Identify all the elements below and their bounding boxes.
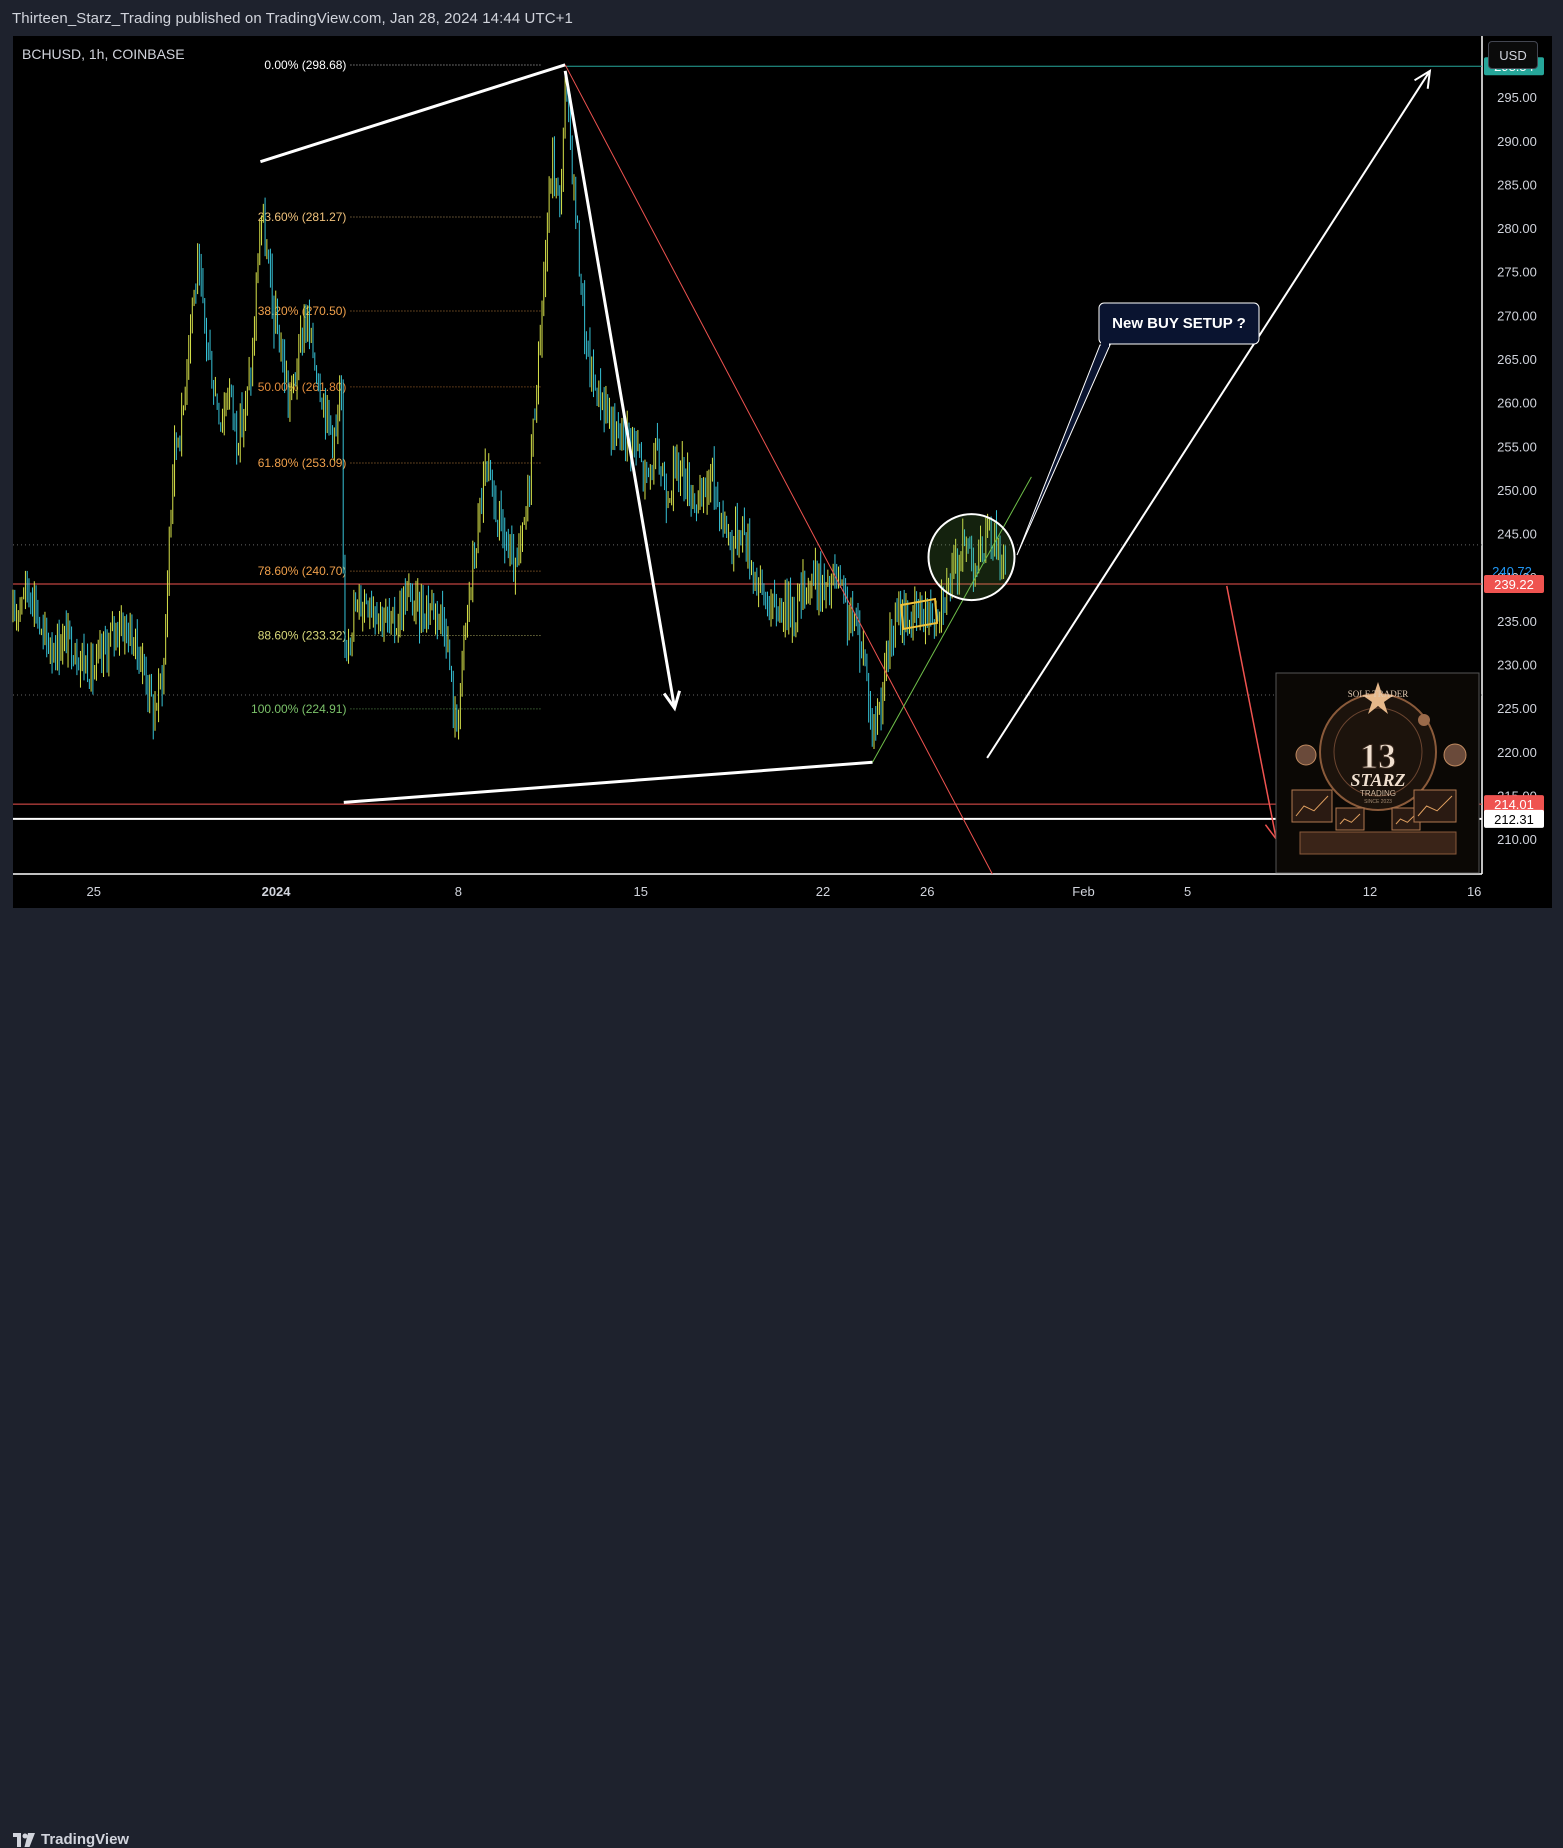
- y-tick-17: 295.00: [1497, 90, 1537, 105]
- y-tick-12: 270.00: [1497, 308, 1537, 323]
- x-tick-2: 8: [455, 884, 462, 899]
- x-tick-6: Feb: [1072, 884, 1094, 899]
- up-arrow-head: [1414, 68, 1432, 89]
- fib-label-3: 50.00% (261.80): [258, 380, 347, 394]
- x-tick-8: 12: [1363, 884, 1377, 899]
- monitor-graph-0: [1295, 795, 1329, 817]
- callout-text: New BUY SETUP ?: [1112, 315, 1246, 332]
- candles: [12, 71, 1006, 749]
- setup-circle: [927, 513, 1016, 602]
- x-tick-3: 15: [633, 884, 647, 899]
- y-tick-13: 275.00: [1497, 265, 1537, 280]
- fib-label-4: 61.80% (253.09): [258, 456, 347, 470]
- y-tick-7: 245.00: [1497, 527, 1537, 542]
- fib-label-6: 88.60% (233.32): [258, 629, 347, 643]
- x-tick-0: 25: [87, 884, 101, 899]
- grid-lines: [13, 544, 1482, 696]
- planet-right-icon: [1443, 743, 1467, 767]
- x-tick-5: 26: [920, 884, 934, 899]
- down-arrow: [563, 70, 677, 709]
- fib-retracement: 0.00% (298.68) 23.60% (281.27) 38.20% (270…: [251, 58, 542, 716]
- logo-number: 13: [1360, 736, 1396, 776]
- logo-since: SINCE 2023: [1364, 799, 1392, 805]
- logo-inner-ring: [1333, 707, 1423, 797]
- fib-label-7: 100.00% (224.91): [251, 702, 346, 716]
- price-badge-text-3: 214.01: [1494, 797, 1534, 812]
- tradingview-brand: TradingView: [41, 1831, 130, 1848]
- monitor-graph-1: [1339, 813, 1361, 825]
- y-tick-15: 285.00: [1497, 177, 1537, 192]
- plot-area: [13, 36, 1482, 874]
- horizontal-levels: [13, 65, 1482, 820]
- tradingview-logo[interactable]: TradingView: [13, 1831, 129, 1848]
- y-tick-14: 280.00: [1497, 221, 1537, 236]
- y-tick-2: 220.00: [1497, 745, 1537, 760]
- x-tick-4: 22: [816, 884, 830, 899]
- time-axis[interactable]: [13, 874, 1552, 908]
- price-chart[interactable]: 0.00% (298.68) 23.60% (281.27) 38.20% (270…: [0, 0, 1563, 953]
- price-axis[interactable]: [1482, 36, 1552, 874]
- megaphone-lower-line: [343, 760, 873, 804]
- bull-flag-box: [900, 597, 939, 631]
- red-trendline: [564, 64, 993, 875]
- monitor-graph-2: [1395, 813, 1417, 825]
- monitor-icon-0: [1291, 789, 1333, 823]
- star-icon: [1362, 682, 1394, 714]
- publish-header: Thirteen_Starz_Trading published on Trad…: [0, 0, 1563, 36]
- price-badge-3: [1484, 795, 1544, 814]
- footer: TradingView: [0, 908, 1563, 1848]
- x-tick-1: 2024: [262, 884, 292, 899]
- logo-sub: TRADING: [1360, 789, 1396, 798]
- y-tick-10: 260.00: [1497, 396, 1537, 411]
- tradingview-logo-icon: [13, 1832, 35, 1847]
- y-tick-3: 225.00: [1497, 701, 1537, 716]
- buy-setup-callout[interactable]: New BUY SETUP ?: [1016, 302, 1260, 556]
- price-badge-2: [1484, 575, 1544, 594]
- y-tick-16: 290.00: [1497, 134, 1537, 149]
- currency-button[interactable]: USD: [1488, 41, 1538, 69]
- callout-box: [1098, 302, 1260, 345]
- planet-left-icon: [1295, 744, 1317, 766]
- symbol-info[interactable]: BCHUSD, 1h, COINBASE: [22, 46, 185, 62]
- y-tick-0: 210.00: [1497, 832, 1537, 847]
- logo-brand: STARZ: [1350, 770, 1405, 790]
- desk-icon: [1299, 831, 1457, 855]
- monitor-icon-1: [1335, 807, 1365, 831]
- monitor-graph-3: [1417, 795, 1453, 817]
- callout-joint: [1101, 341, 1109, 347]
- y-tick-8: 250.00: [1497, 483, 1537, 498]
- y-tick-11: 265.00: [1497, 352, 1537, 367]
- x-tick-7: 5: [1184, 884, 1191, 899]
- price-badge-text-4: 212.31: [1494, 812, 1534, 827]
- fib-label-5: 78.60% (240.70): [258, 564, 347, 578]
- planet-small-icon: [1418, 714, 1430, 726]
- price-badge-4: [1484, 809, 1544, 828]
- fib-label-2: 38.20% (270.50): [258, 304, 347, 318]
- y-tick-9: 255.00: [1497, 439, 1537, 454]
- x-tick-9: 16: [1467, 884, 1481, 899]
- drawings: [259, 63, 1432, 875]
- down-arrow-head: [662, 690, 681, 712]
- logo-title: SOLE TRADER: [1348, 689, 1409, 699]
- x-tick-labels: 25 2024 8 15 22 26 Feb 5 12 16: [87, 884, 1482, 899]
- up-arrow: [986, 70, 1431, 759]
- fib-label-1: 23.60% (281.27): [258, 210, 347, 224]
- y-tick-4: 230.00: [1497, 658, 1537, 673]
- published-text: Thirteen_Starz_Trading published on Trad…: [12, 10, 573, 27]
- y-tick-5: 235.00: [1497, 614, 1537, 629]
- monitor-icon-3: [1413, 789, 1457, 823]
- megaphone-upper-line: [259, 63, 566, 164]
- red-down-arrow: [1226, 585, 1277, 840]
- price-badge-text-2: 239.22: [1494, 577, 1534, 592]
- fib-label-0: 0.00% (298.68): [264, 58, 346, 72]
- green-trendline: [872, 476, 1032, 763]
